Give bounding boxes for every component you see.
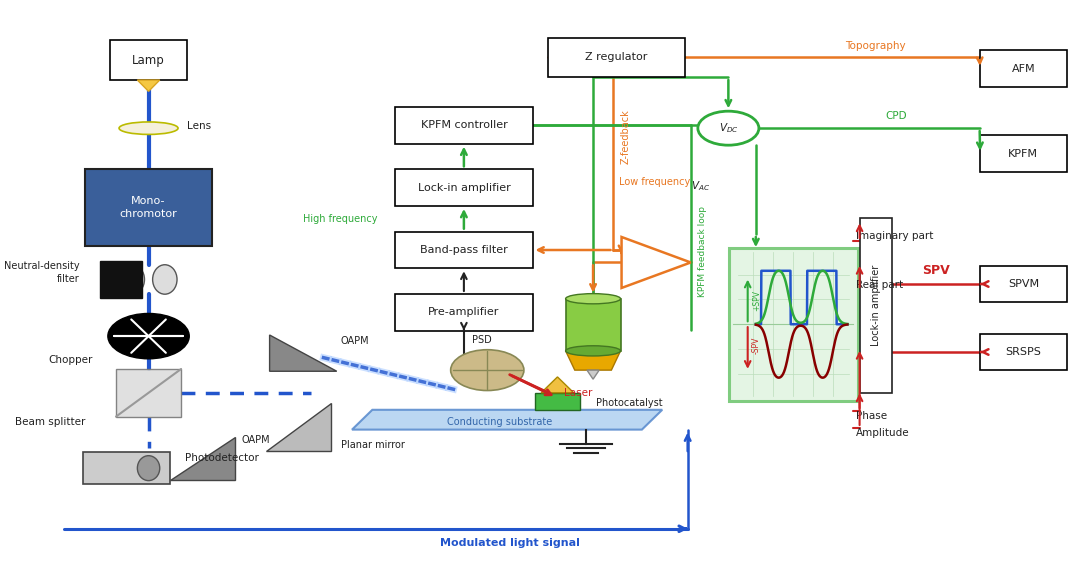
Polygon shape: [116, 369, 181, 416]
Ellipse shape: [119, 122, 178, 135]
FancyBboxPatch shape: [395, 294, 532, 331]
Bar: [83, 452, 170, 484]
Text: Z regulator: Z regulator: [585, 52, 648, 62]
Text: Band-pass filter: Band-pass filter: [420, 245, 508, 255]
Text: Laser: Laser: [564, 388, 592, 398]
Polygon shape: [270, 335, 337, 371]
Text: Pre-amplifier: Pre-amplifier: [428, 307, 500, 318]
Text: Beam splitter: Beam splitter: [15, 417, 85, 427]
Ellipse shape: [152, 265, 177, 294]
Text: Phase: Phase: [855, 411, 887, 421]
Text: Lamp: Lamp: [132, 54, 165, 66]
Text: Lock-in amplifier: Lock-in amplifier: [870, 265, 881, 346]
Polygon shape: [622, 237, 691, 288]
Text: SPVM: SPVM: [1008, 279, 1039, 289]
FancyBboxPatch shape: [395, 232, 532, 269]
Text: Lock-in amplifier: Lock-in amplifier: [418, 183, 510, 193]
FancyBboxPatch shape: [395, 107, 532, 144]
FancyBboxPatch shape: [981, 266, 1067, 302]
Ellipse shape: [566, 346, 621, 356]
Ellipse shape: [566, 294, 621, 304]
Text: Mono-
chromotor: Mono- chromotor: [120, 196, 177, 219]
Polygon shape: [170, 437, 235, 480]
FancyBboxPatch shape: [981, 51, 1067, 87]
Text: Imaginary part: Imaginary part: [855, 231, 933, 241]
Text: Photodetector: Photodetector: [185, 453, 259, 463]
Text: Photocatalyst: Photocatalyst: [596, 398, 663, 408]
FancyBboxPatch shape: [110, 40, 187, 80]
Ellipse shape: [120, 265, 145, 294]
Circle shape: [108, 314, 189, 359]
Text: CPD: CPD: [761, 257, 772, 279]
Text: Amplitude: Amplitude: [855, 428, 909, 438]
FancyBboxPatch shape: [85, 169, 212, 246]
Text: Z-feedback: Z-feedback: [621, 109, 631, 164]
FancyBboxPatch shape: [566, 299, 621, 351]
Text: Neutral-density
filter: Neutral-density filter: [3, 261, 80, 284]
FancyBboxPatch shape: [981, 135, 1067, 172]
Text: OAPM: OAPM: [341, 336, 369, 346]
Bar: [99, 261, 143, 298]
Text: $V_{DC}$: $V_{DC}$: [718, 122, 739, 135]
Text: Lens: Lens: [187, 122, 212, 131]
Text: KPFM feedback loop: KPFM feedback loop: [698, 206, 706, 296]
Text: SPV: SPV: [922, 264, 950, 277]
Text: Modulated light signal: Modulated light signal: [440, 538, 580, 548]
Ellipse shape: [137, 456, 160, 481]
FancyBboxPatch shape: [860, 218, 892, 394]
FancyBboxPatch shape: [548, 37, 685, 77]
Text: SRSPS: SRSPS: [1005, 347, 1041, 357]
Text: CPD: CPD: [886, 111, 907, 122]
Text: PSD: PSD: [472, 335, 492, 345]
Text: Real part: Real part: [855, 280, 903, 290]
Polygon shape: [566, 351, 621, 370]
Circle shape: [698, 111, 759, 145]
Polygon shape: [352, 410, 662, 429]
FancyBboxPatch shape: [535, 393, 580, 410]
Polygon shape: [541, 377, 573, 393]
FancyBboxPatch shape: [729, 248, 858, 400]
FancyBboxPatch shape: [981, 333, 1067, 370]
FancyBboxPatch shape: [395, 169, 532, 206]
Polygon shape: [137, 80, 160, 91]
Text: Conducting substrate: Conducting substrate: [447, 417, 552, 427]
Text: Low frequency: Low frequency: [619, 177, 690, 187]
Circle shape: [450, 350, 524, 391]
Text: High frequency: High frequency: [302, 214, 377, 224]
Text: KPFM: KPFM: [1009, 149, 1038, 158]
Text: -SPV: -SPV: [752, 336, 760, 354]
Text: +SPV: +SPV: [752, 290, 760, 311]
Polygon shape: [266, 403, 330, 450]
Text: Topography: Topography: [846, 40, 906, 51]
Polygon shape: [586, 370, 599, 379]
Text: KPFM controller: KPFM controller: [420, 120, 508, 130]
Text: Chopper: Chopper: [49, 355, 93, 365]
Text: AFM: AFM: [1012, 64, 1035, 74]
Text: OAPM: OAPM: [241, 436, 270, 445]
Text: Planar mirror: Planar mirror: [341, 440, 405, 450]
Text: $V_{AC}$: $V_{AC}$: [691, 179, 710, 194]
